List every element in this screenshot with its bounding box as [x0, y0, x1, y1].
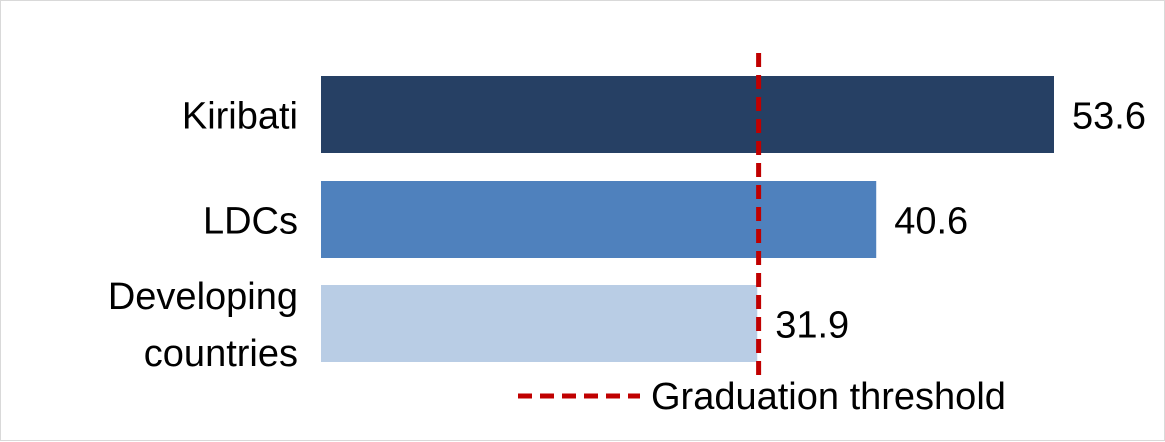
- bar-ldcs: [321, 181, 877, 258]
- category-label-developing-countries: Developing countries: [108, 276, 298, 375]
- bar-developing-countries: [321, 285, 758, 362]
- value-label-developing-countries: 31.9: [775, 305, 849, 347]
- value-label-kiribati: 53.6: [1072, 96, 1146, 138]
- value-label-ldcs: 40.6: [894, 201, 968, 243]
- legend-threshold-label: Graduation threshold: [651, 376, 1006, 418]
- category-label-kiribati: Kiribati: [182, 96, 298, 138]
- bar-kiribati: [321, 76, 1054, 153]
- category-label-ldcs: LDCs: [203, 201, 298, 243]
